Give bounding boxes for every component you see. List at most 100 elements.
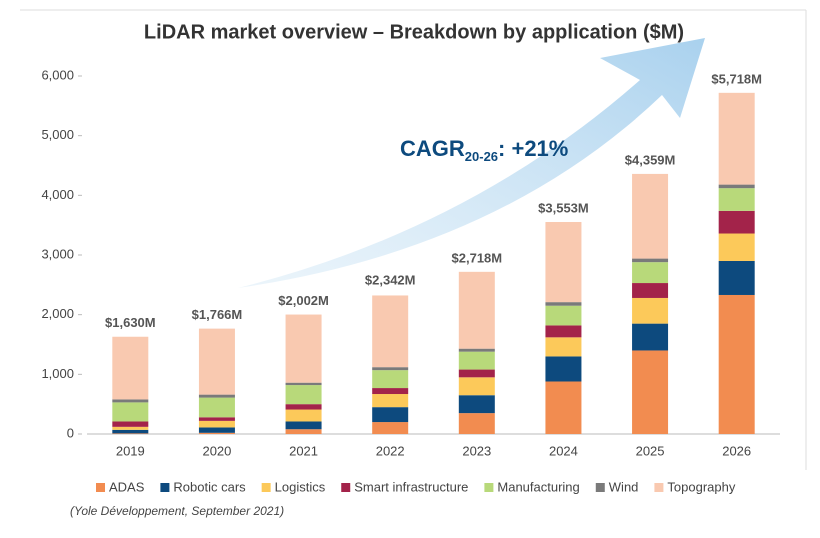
x-tick-label: 2024 — [549, 443, 578, 458]
bar-segment — [112, 336, 149, 400]
legend-swatch — [654, 483, 664, 492]
bar-segment — [632, 173, 669, 259]
bar-segment — [632, 283, 669, 298]
bar-segment — [285, 404, 322, 410]
bar-segment — [718, 184, 755, 189]
chart-title: LiDAR market overview – Breakdown by app… — [144, 21, 684, 43]
bar-segment — [372, 407, 409, 423]
legend-label: Topography — [667, 479, 735, 494]
legend-label: Robotic cars — [173, 479, 246, 494]
bar-segment — [458, 351, 495, 370]
bar-segment — [545, 222, 582, 303]
x-tick-label: 2021 — [289, 443, 318, 458]
bar-segment — [632, 258, 669, 263]
x-tick-label: 2025 — [636, 443, 665, 458]
bar-segment — [198, 394, 235, 398]
annotation: CAGR20-26: +21% — [400, 136, 568, 165]
legend-swatch — [595, 483, 605, 492]
legend-swatch — [96, 483, 105, 492]
total-label: $1,766M — [192, 307, 243, 322]
bar-segment — [458, 377, 495, 396]
bar-segment — [112, 429, 149, 434]
bar-segment — [632, 350, 669, 434]
bar-segment — [372, 422, 409, 434]
bar-segment — [198, 417, 235, 421]
bar-segment — [285, 382, 322, 386]
bar-segment — [545, 325, 582, 338]
y-tick-label: 6,000 — [41, 67, 74, 82]
total-label: $2,002M — [278, 293, 329, 308]
bar-segment — [718, 210, 755, 234]
x-tick-label: 2022 — [376, 443, 405, 458]
bar-segment — [372, 388, 409, 395]
bar-segment — [632, 323, 669, 351]
annotation-subscript: 20-26 — [465, 149, 498, 164]
bar-segment — [545, 381, 582, 434]
annotation-text: CAGR — [400, 136, 465, 161]
x-tick-label: 2019 — [116, 443, 145, 458]
x-tick-label: 2026 — [722, 443, 751, 458]
source: (Yole Développement, September 2021) — [70, 504, 284, 518]
legend-swatch — [261, 483, 271, 492]
bar-segment — [718, 92, 755, 185]
y-tick-label: 2,000 — [41, 306, 74, 321]
bar-segment — [718, 233, 755, 261]
bar-segment — [632, 297, 669, 324]
bar-segment — [285, 429, 322, 434]
bar-segment — [372, 367, 409, 371]
y-tick-label: 0 — [67, 425, 74, 440]
bar-segment — [198, 397, 235, 418]
total-label: $1,630M — [105, 315, 156, 330]
y-tick-label: 3,000 — [41, 246, 74, 261]
bar-segment — [718, 294, 755, 434]
bar-segment — [458, 369, 495, 378]
annotation-suffix: : +21% — [498, 136, 568, 161]
bar-segment — [372, 394, 409, 408]
total-label: $2,718M — [452, 250, 503, 265]
bar-segment — [198, 427, 235, 433]
bar-segment — [112, 402, 149, 422]
bar-segment — [198, 432, 235, 434]
bar-segment — [112, 399, 149, 403]
bar-segment — [372, 295, 409, 368]
bar-segment — [718, 188, 755, 211]
legend-swatch — [341, 483, 351, 492]
total-label: $3,553M — [538, 200, 589, 215]
bar-segment — [458, 395, 495, 414]
bar-segment — [458, 348, 495, 352]
bar-segment — [285, 409, 322, 422]
bar-segment — [545, 337, 582, 357]
total-label: $5,718M — [711, 71, 762, 86]
legend-swatch — [160, 483, 170, 492]
bar-segment — [545, 305, 582, 326]
legend-label: Smart infrastructure — [354, 479, 468, 494]
y-tick-label: 1,000 — [41, 366, 74, 381]
bar-segment — [112, 433, 149, 434]
bar-segment — [198, 420, 235, 428]
bar-segment — [545, 302, 582, 306]
bar-segment — [285, 314, 322, 383]
total-label: $4,359M — [625, 152, 676, 167]
bar-segment — [718, 260, 755, 295]
bar-segment — [632, 262, 669, 284]
bar-segment — [112, 426, 149, 430]
legend-label: Manufacturing — [497, 479, 579, 494]
growth-arrow — [238, 38, 705, 288]
bar-segment — [285, 385, 322, 405]
bar-segment — [458, 413, 495, 434]
bar-segment — [372, 370, 409, 389]
bar-segment — [545, 356, 582, 382]
x-tick-label: 2020 — [202, 443, 231, 458]
x-tick-label: 2023 — [462, 443, 491, 458]
legend-swatch — [484, 483, 494, 492]
legend-label: ADAS — [109, 479, 145, 494]
y-tick-label: 4,000 — [41, 187, 74, 202]
bar-segment — [112, 421, 149, 427]
legend-label: Wind — [609, 479, 639, 494]
y-tick-label: 5,000 — [41, 127, 74, 142]
bar-segment — [285, 421, 322, 430]
bar-segment — [458, 271, 495, 349]
bar-segment — [198, 328, 235, 395]
legend-label: Logistics — [275, 479, 326, 494]
